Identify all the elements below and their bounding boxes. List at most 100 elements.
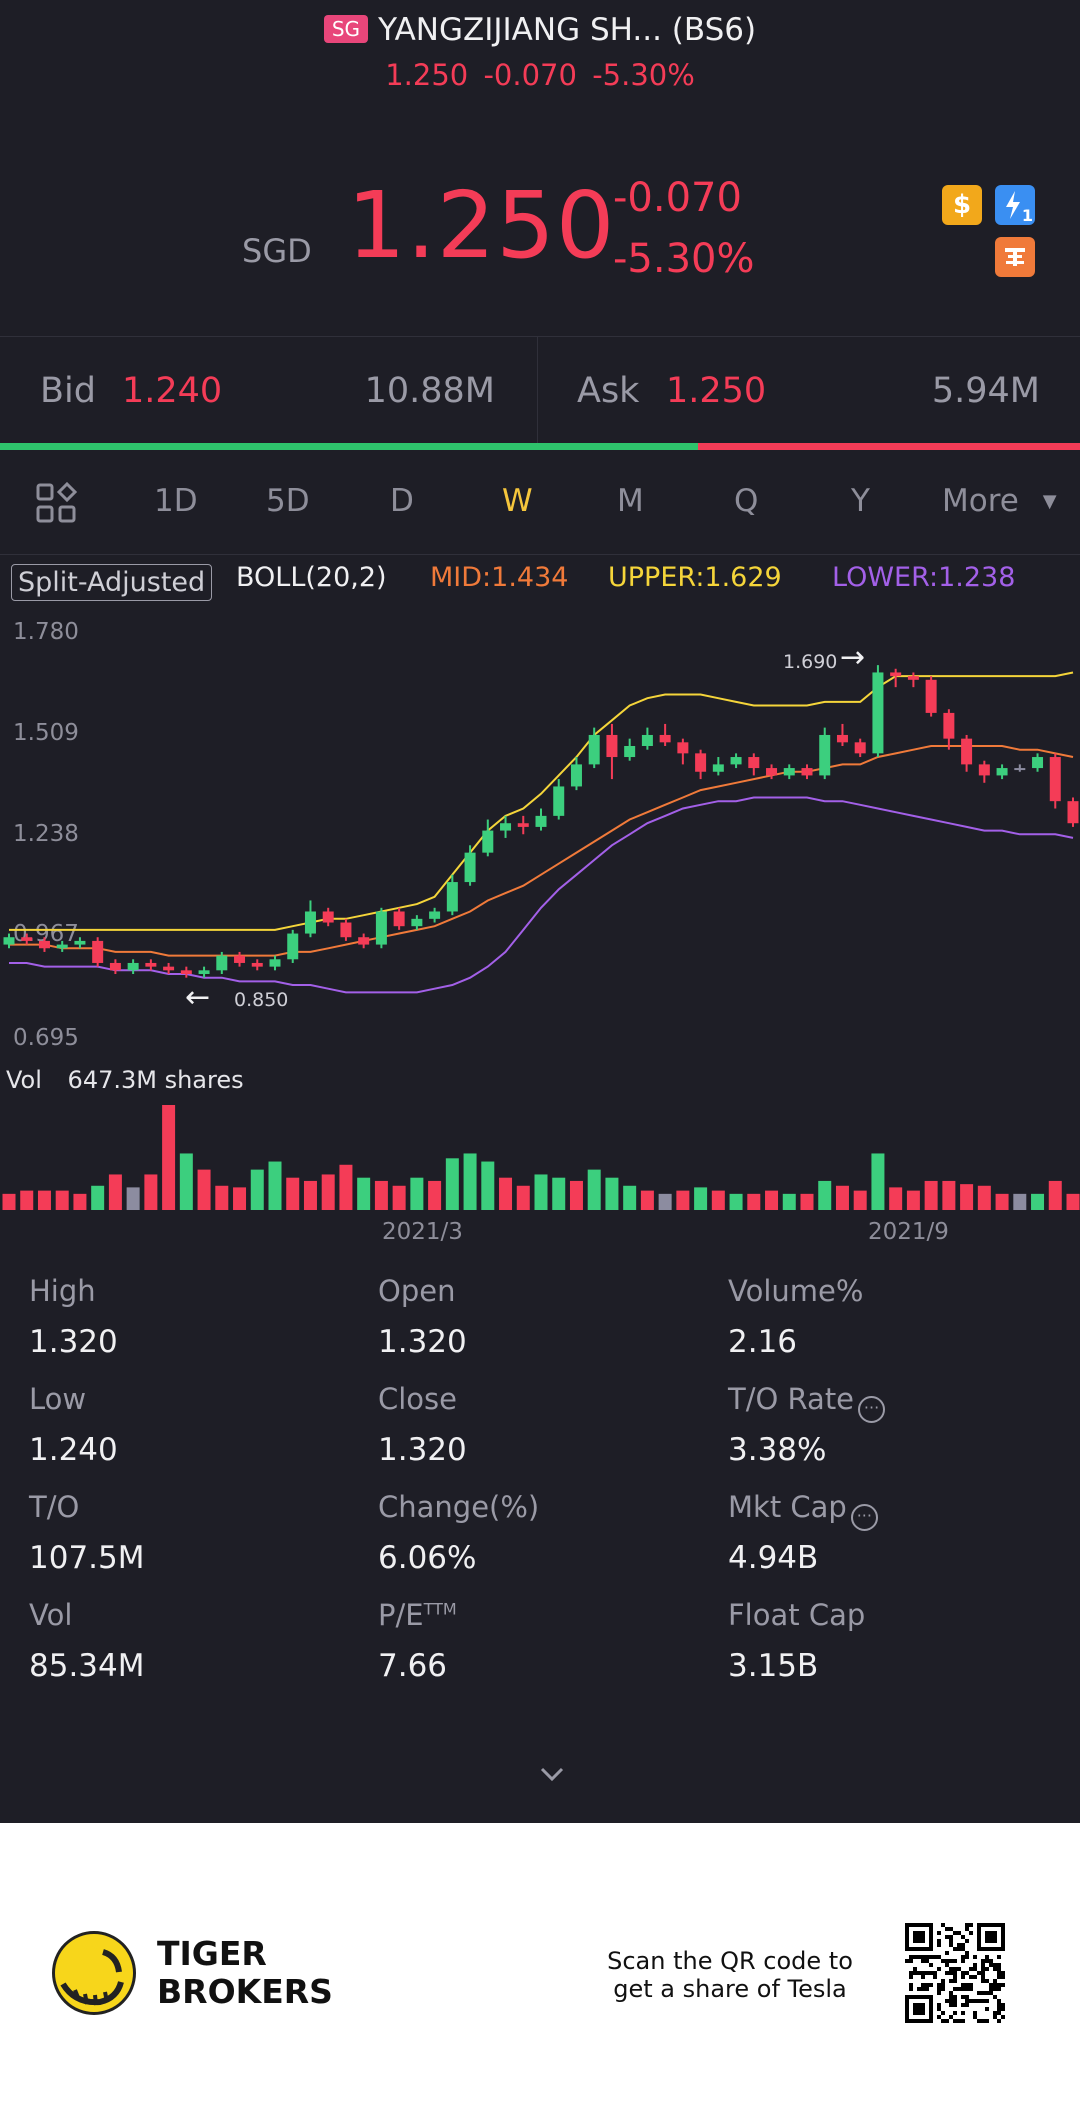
candle — [588, 727, 600, 769]
stat-label-to-rate: T/O Rate ··· — [728, 1382, 886, 1423]
stat-value-pe: 7.66 — [378, 1648, 448, 1684]
candle — [56, 940, 68, 952]
stat-value-mkt-cap: 4.94B — [728, 1540, 819, 1576]
indicator-row: Split-Adjusted BOLL(20,2) MID:1.434 UPPE… — [0, 560, 1080, 606]
price-change-pct: -5.30% — [613, 236, 755, 282]
volume-bar — [215, 1185, 229, 1210]
tab-1d[interactable]: 1D — [154, 483, 198, 519]
stat-label-pe-sup: TTM — [423, 1599, 457, 1619]
chevron-down-icon[interactable] — [536, 1762, 568, 1790]
candle — [92, 937, 104, 967]
arrow-left-icon: ← — [185, 980, 211, 1015]
candle — [907, 672, 919, 688]
volume-bar — [91, 1185, 105, 1210]
candle — [766, 764, 778, 780]
bid-label: Bid — [40, 371, 96, 411]
stat-value-vol: 85.34M — [29, 1648, 145, 1684]
tab-w[interactable]: W — [502, 483, 533, 519]
volume-bar — [357, 1177, 371, 1210]
info-icon[interactable]: ··· — [858, 1396, 886, 1423]
candle — [234, 951, 246, 967]
tab-d[interactable]: D — [390, 483, 414, 519]
tab-5d[interactable]: 5D — [266, 483, 310, 519]
candle — [482, 819, 494, 857]
candle — [429, 907, 441, 923]
candle — [535, 808, 547, 831]
volume-bar — [463, 1153, 477, 1210]
last-price: 1.250 — [347, 172, 616, 279]
currency-label: SGD — [242, 232, 312, 270]
tab-more[interactable]: More ▼ — [942, 483, 1057, 519]
candle — [1014, 764, 1026, 772]
volume-bar — [765, 1190, 779, 1210]
flash-icon[interactable]: 1 — [995, 185, 1035, 225]
candle — [854, 738, 866, 758]
stock-title: YANGZIJIANG SH... (BS6) — [378, 12, 757, 48]
candle — [677, 738, 689, 765]
flash-icon-number: 1 — [1021, 206, 1033, 225]
qr-code[interactable] — [905, 1923, 1005, 2023]
x-tick-label: 2021/9 — [868, 1219, 949, 1245]
volume-bar — [534, 1174, 548, 1210]
candle — [641, 727, 653, 750]
stat-value-high: 1.320 — [29, 1324, 118, 1360]
short-icon[interactable] — [995, 237, 1035, 277]
x-tick-label: 2021/3 — [382, 1219, 463, 1245]
volume-bar — [995, 1193, 1009, 1210]
tab-more-label: More — [942, 483, 1019, 519]
y-tick-label: 0.695 — [13, 1025, 79, 1051]
layout-grid-icon[interactable] — [35, 481, 78, 528]
stat-label-pe: P/ETTM — [378, 1598, 457, 1632]
volume-bar — [37, 1190, 51, 1210]
candle — [624, 738, 636, 761]
info-icon[interactable]: ··· — [850, 1504, 878, 1531]
volume-bar — [108, 1174, 122, 1210]
candle — [269, 955, 281, 971]
candle — [748, 753, 760, 776]
candle — [943, 709, 955, 750]
volume-bar — [729, 1193, 743, 1210]
candle — [659, 723, 671, 746]
candle — [198, 966, 210, 978]
stat-label-volume-pct: Volume% — [728, 1274, 864, 1308]
stat-label-vol: Vol — [29, 1598, 73, 1632]
bid-price: 1.240 — [122, 371, 223, 411]
boll-mid: MID:1.434 — [430, 562, 569, 593]
sub-price: 1.250 — [385, 58, 469, 92]
volume-bar — [481, 1161, 495, 1210]
stats-grid: High 1.320 Open 1.320 Volume% 2.16 Low 1… — [0, 1260, 1080, 1820]
candle — [712, 757, 724, 776]
volume-bar — [711, 1190, 725, 1210]
period-tabs: 1D 5D D W M Q Y More ▼ — [0, 450, 1080, 555]
boll-upper: UPPER:1.629 — [608, 562, 782, 593]
brand-name: TIGER BROKERS — [157, 1935, 333, 2011]
low-marker: 0.850 — [234, 989, 289, 1011]
dollar-icon[interactable]: $ — [942, 185, 982, 225]
volume-bar — [676, 1190, 690, 1210]
vol-value: 647.3M shares — [67, 1066, 244, 1094]
volume-bar — [321, 1174, 335, 1210]
volume-bar — [977, 1185, 991, 1210]
candle — [925, 676, 937, 717]
stat-label-high: High — [29, 1274, 96, 1308]
volume-bar — [569, 1180, 583, 1210]
high-marker: 1.690 — [783, 651, 838, 673]
volume-bar — [20, 1190, 34, 1210]
volume-bar — [871, 1153, 885, 1210]
volume-bar — [942, 1180, 956, 1210]
volume-bar — [179, 1153, 193, 1210]
stat-label-float-cap: Float Cap — [728, 1598, 866, 1632]
tab-m[interactable]: M — [617, 483, 644, 519]
candle — [322, 907, 334, 927]
split-adjusted-toggle[interactable]: Split-Adjusted — [11, 564, 213, 601]
boll-indicator[interactable]: BOLL(20,2) — [236, 562, 387, 593]
stat-label-to: T/O — [29, 1490, 80, 1524]
boll-mid-line — [9, 745, 1074, 957]
kline-chart[interactable] — [0, 610, 1080, 1260]
tab-q[interactable]: Q — [734, 483, 759, 519]
stat-label-mkt-cap: Mkt Cap ··· — [728, 1490, 878, 1531]
ask-label: Ask — [577, 371, 640, 411]
stat-value-close: 1.320 — [378, 1432, 467, 1468]
tab-y[interactable]: Y — [851, 483, 870, 519]
candle — [819, 727, 831, 780]
